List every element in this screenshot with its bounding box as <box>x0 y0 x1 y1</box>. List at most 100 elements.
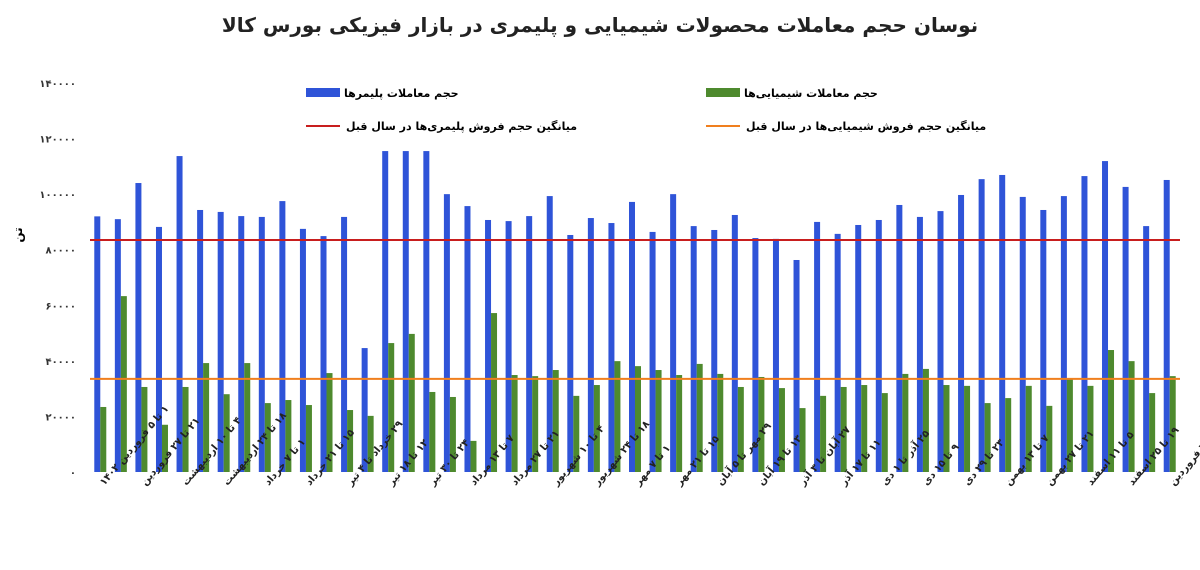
bar <box>696 363 703 472</box>
bar <box>717 373 724 472</box>
bar <box>238 216 245 472</box>
bar <box>937 211 944 472</box>
bar <box>922 368 929 472</box>
bar <box>120 296 127 472</box>
bar <box>731 214 738 472</box>
bar <box>834 233 841 472</box>
bar <box>526 216 533 472</box>
bar <box>881 393 888 472</box>
bar <box>443 194 450 472</box>
bar <box>608 223 615 472</box>
bar <box>861 385 868 472</box>
bar <box>799 408 806 472</box>
bar <box>1163 179 1170 472</box>
bar <box>217 211 224 472</box>
bar <box>778 388 785 472</box>
bar <box>587 218 594 472</box>
y-axis-label: تن <box>11 227 25 242</box>
bar <box>114 219 121 472</box>
bar <box>649 231 656 472</box>
bar <box>814 221 821 472</box>
bar <box>505 221 512 472</box>
bar <box>943 385 950 472</box>
bar <box>285 400 292 472</box>
bar <box>984 403 991 472</box>
bar <box>367 415 374 472</box>
bar <box>573 395 580 472</box>
bar <box>1102 161 1109 472</box>
bar <box>264 403 271 472</box>
bar <box>1046 405 1053 472</box>
y-tick-label: ۰ <box>70 468 76 479</box>
bar <box>546 196 553 472</box>
bar <box>176 156 183 473</box>
bar <box>423 151 430 472</box>
bar <box>485 219 492 472</box>
bar <box>320 236 327 472</box>
bar <box>1169 376 1176 472</box>
bar <box>758 376 765 472</box>
bar <box>711 229 718 472</box>
bar <box>690 226 697 472</box>
bar <box>752 238 759 472</box>
bar <box>1081 176 1088 472</box>
bar <box>875 219 882 472</box>
bar <box>464 206 471 473</box>
bar <box>629 201 635 472</box>
bar <box>382 151 389 472</box>
bar <box>820 395 827 472</box>
legend-swatch <box>306 88 340 97</box>
bar <box>299 228 306 472</box>
bar <box>916 216 923 472</box>
y-tick-label: ۸۰۰۰۰ <box>45 246 76 257</box>
bar <box>429 391 436 472</box>
bar <box>737 386 744 472</box>
y-tick-label: ۲۰۰۰۰ <box>45 412 76 423</box>
bar <box>614 361 621 472</box>
bar <box>593 385 600 472</box>
bar <box>141 386 148 472</box>
chart-title: نوسان حجم معاملات محصولات شیمیایی و پلیم… <box>222 13 978 38</box>
bar <box>203 363 210 472</box>
bar <box>896 204 903 472</box>
bar <box>100 406 107 472</box>
bar <box>341 216 348 472</box>
bar <box>1060 196 1067 472</box>
bar <box>197 209 204 472</box>
bar <box>470 440 477 472</box>
y-tick-label: ۴۰۰۰۰ <box>45 357 76 368</box>
bar <box>567 234 574 472</box>
bar <box>793 259 800 472</box>
bar <box>1019 196 1026 472</box>
bar <box>511 375 518 472</box>
bar <box>1143 226 1150 472</box>
bar <box>347 410 354 472</box>
bar <box>258 216 265 472</box>
bar <box>161 424 168 472</box>
legend-label: میانگین حجم فروش پلیمری‌ها در سال قبل <box>346 120 577 133</box>
bar <box>1128 361 1135 472</box>
bar <box>552 370 559 472</box>
bar <box>1025 385 1032 472</box>
bar <box>532 376 539 472</box>
bar <box>999 174 1006 473</box>
bar <box>361 348 368 472</box>
y-tick-label: ۱۰۰۰۰۰ <box>39 190 76 201</box>
bar <box>135 183 142 472</box>
bar <box>964 385 971 472</box>
bar <box>1122 186 1129 472</box>
bar <box>635 366 641 472</box>
bar <box>94 216 101 472</box>
bar <box>1005 398 1012 472</box>
bar <box>676 375 683 472</box>
legend-label: حجم معاملات شیمیایی‌ها <box>744 87 878 100</box>
y-tick-label: ۱۴۰۰۰۰ <box>39 79 76 90</box>
legend-swatch <box>706 88 740 97</box>
bar <box>670 194 677 472</box>
bar <box>1066 378 1073 472</box>
bar <box>305 405 312 472</box>
bar <box>1149 393 1156 472</box>
bar <box>402 151 409 472</box>
bar <box>326 373 333 472</box>
